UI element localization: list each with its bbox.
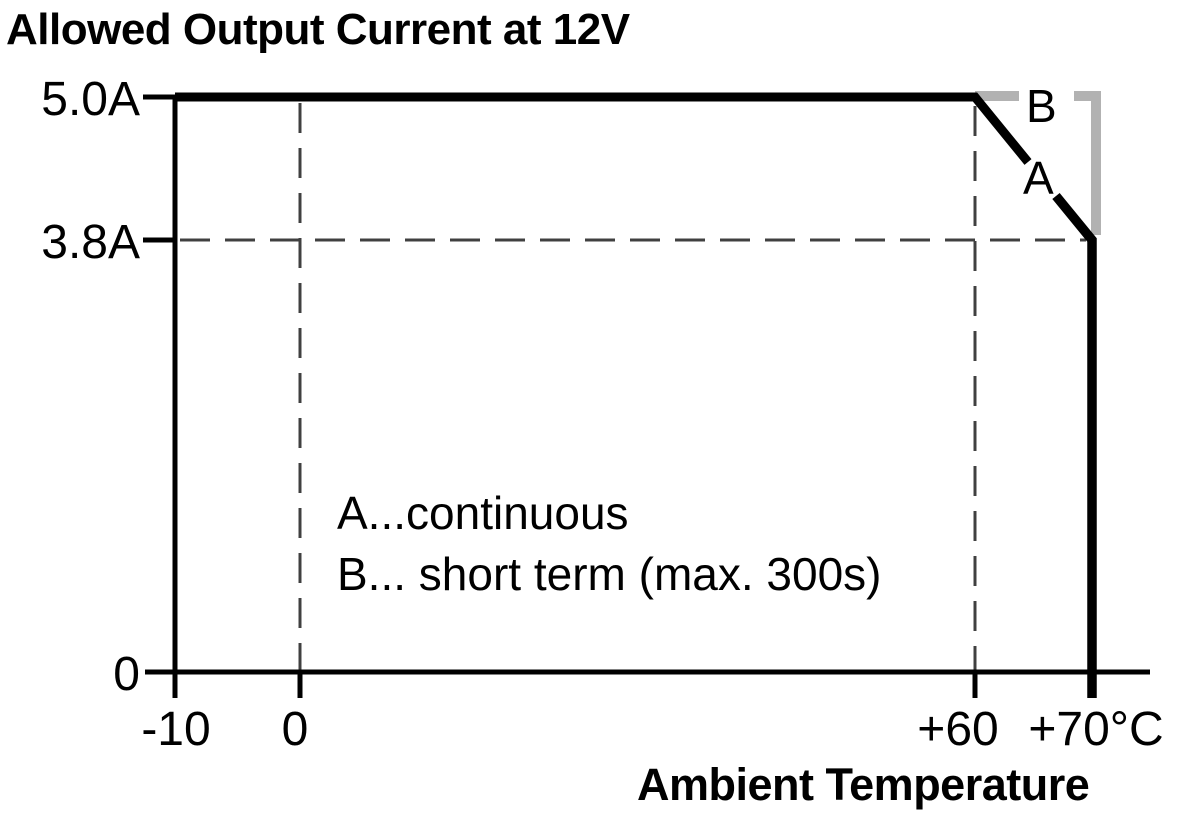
y-tick-label-3-8a: 3.8A: [41, 216, 140, 269]
legend-entry-a: A...continuous: [337, 487, 629, 539]
curve-b-line-segment-2: [1074, 91, 1101, 235]
x-tick-label-plus70c: +70°C: [1028, 703, 1164, 756]
curve-a-line-segment-2: [1052, 192, 1097, 698]
y-tick-label-5-0a: 5.0A: [41, 73, 140, 126]
curve-b-label: B: [1026, 80, 1057, 132]
x-tick-label-minus10: -10: [141, 703, 211, 756]
legend-entry-b: B... short term (max. 300s): [337, 548, 882, 600]
chart-title: Allowed Output Current at 12V: [6, 5, 630, 54]
x-tick-label-plus60: +60: [917, 703, 999, 756]
x-axis-title: Ambient Temperature: [637, 759, 1090, 810]
x-tick-label-0: 0: [281, 703, 309, 756]
curve-a-label: A: [1023, 152, 1054, 204]
y-tick-label-0: 0: [113, 648, 140, 701]
curve-a-line-segment-1: [175, 92, 1032, 165]
legend: A...continuous B... short term (max. 300…: [337, 483, 881, 605]
